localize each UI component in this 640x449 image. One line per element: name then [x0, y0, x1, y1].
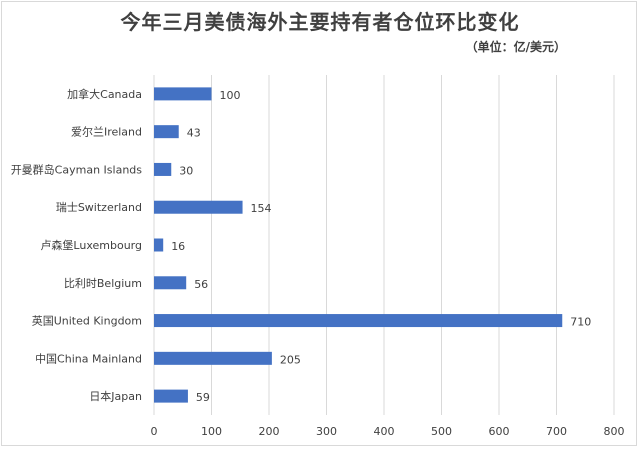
bar: [154, 238, 164, 252]
bar: [154, 162, 172, 176]
value-labels: 100 43 30 154 16 56 710 205 59: [171, 89, 591, 404]
data-label: 30: [179, 164, 193, 177]
x-tick-label: 0: [151, 425, 158, 438]
x-tick-label: 500: [431, 425, 452, 438]
bar: [154, 200, 243, 214]
x-tick-label: 300: [316, 425, 337, 438]
bar: [154, 314, 563, 328]
data-label: 59: [196, 391, 210, 404]
x-tick-label: 400: [374, 425, 395, 438]
x-tick-label: 700: [546, 425, 567, 438]
category-label: 比利时Belgium: [64, 277, 142, 290]
x-tick-label: 800: [604, 425, 625, 438]
x-tick-label: 200: [259, 425, 280, 438]
category-labels: 加拿大Canada 爱尔兰Ireland 开曼群岛Cayman Islands 瑞士S…: [11, 87, 143, 403]
category-label: 中国China Mainland: [35, 352, 142, 365]
x-tick-labels: 0 100 200 300 400 500 600 700 800: [151, 425, 625, 438]
category-label: 加拿大Canada: [67, 87, 142, 101]
category-label: 卢森堡Luxembourg: [40, 238, 142, 252]
data-label: 205: [280, 353, 301, 366]
category-label: 日本Japan: [89, 389, 142, 403]
bar: [154, 276, 187, 290]
data-label: 710: [570, 316, 591, 329]
data-label: 100: [220, 89, 241, 102]
category-label: 开曼群岛Cayman Islands: [11, 162, 143, 176]
bar: [154, 389, 188, 403]
x-tick-label: 600: [489, 425, 510, 438]
category-label: 英国United Kingdom: [32, 314, 142, 328]
data-label: 16: [171, 240, 185, 253]
data-label: 154: [251, 202, 272, 215]
data-label: 56: [194, 278, 208, 291]
bar: [154, 87, 212, 101]
category-label: 瑞士Switzerland: [56, 200, 142, 214]
bar: [154, 125, 179, 139]
bar: [154, 351, 272, 365]
category-label: 爱尔兰Ireland: [71, 126, 142, 139]
bars: [154, 87, 563, 403]
x-tick-label: 100: [201, 425, 222, 438]
chart-subtitle: （单位：亿/美元）: [465, 40, 566, 54]
chart-title: 今年三月美债海外主要持有者仓位环比变化: [120, 10, 520, 34]
data-label: 43: [187, 127, 201, 140]
